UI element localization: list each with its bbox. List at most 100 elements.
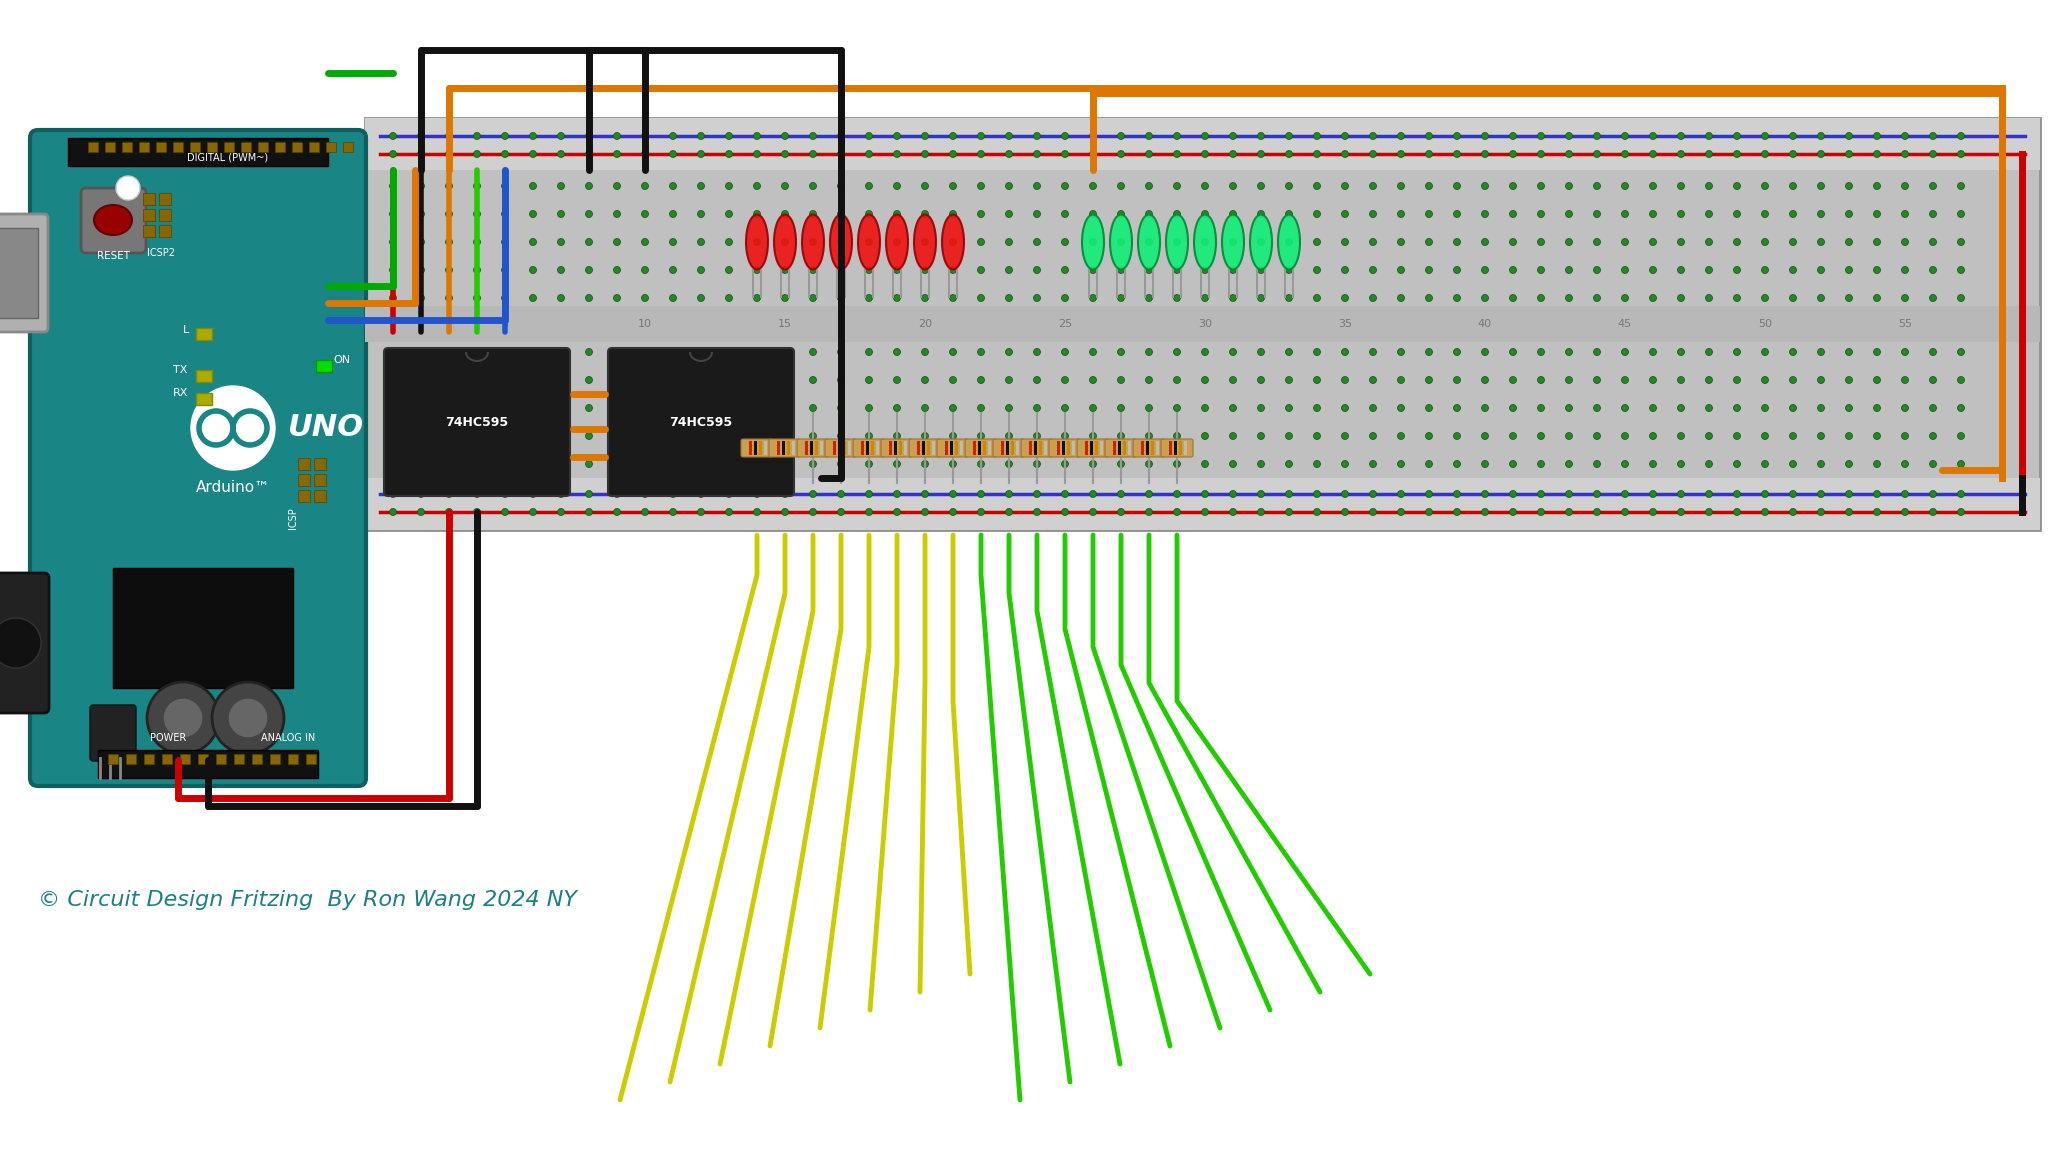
Circle shape <box>950 490 956 497</box>
Circle shape <box>1314 490 1320 497</box>
Circle shape <box>1005 349 1014 356</box>
Circle shape <box>641 509 649 516</box>
Circle shape <box>865 294 873 301</box>
Circle shape <box>1230 509 1236 516</box>
Circle shape <box>1005 490 1014 497</box>
Ellipse shape <box>1222 214 1244 270</box>
FancyBboxPatch shape <box>993 439 1026 457</box>
Circle shape <box>1341 509 1349 516</box>
Circle shape <box>389 490 396 497</box>
Circle shape <box>529 151 536 158</box>
Circle shape <box>1873 432 1881 439</box>
Circle shape <box>1957 239 1965 246</box>
Circle shape <box>670 509 676 516</box>
Circle shape <box>1677 509 1685 516</box>
Circle shape <box>1145 490 1152 497</box>
Circle shape <box>418 460 424 467</box>
Circle shape <box>1761 211 1767 218</box>
Circle shape <box>1117 132 1125 139</box>
Circle shape <box>641 404 649 411</box>
Circle shape <box>1174 182 1180 190</box>
Circle shape <box>445 349 453 356</box>
Circle shape <box>1005 267 1014 274</box>
Circle shape <box>585 151 593 158</box>
Bar <box>1011 442 1014 455</box>
Circle shape <box>1201 211 1209 218</box>
Bar <box>904 442 906 455</box>
Circle shape <box>698 432 705 439</box>
Bar <box>1119 442 1121 455</box>
Circle shape <box>1341 267 1349 274</box>
Text: RX: RX <box>173 388 187 398</box>
Circle shape <box>614 460 620 467</box>
Circle shape <box>865 349 873 356</box>
Circle shape <box>810 182 816 190</box>
Circle shape <box>1594 132 1601 139</box>
Circle shape <box>1957 404 1965 411</box>
Circle shape <box>698 239 705 246</box>
Bar <box>849 442 851 455</box>
Circle shape <box>1594 151 1601 158</box>
Bar <box>1096 442 1098 455</box>
Circle shape <box>1873 490 1881 497</box>
Bar <box>960 442 962 455</box>
Circle shape <box>1034 432 1040 439</box>
Circle shape <box>894 132 900 139</box>
Bar <box>313 458 325 471</box>
Circle shape <box>1537 490 1545 497</box>
Bar <box>1174 442 1176 455</box>
Circle shape <box>418 404 424 411</box>
Circle shape <box>921 490 929 497</box>
Bar <box>764 442 766 455</box>
Circle shape <box>1481 267 1489 274</box>
Circle shape <box>838 509 845 516</box>
Circle shape <box>585 294 593 301</box>
Circle shape <box>1090 132 1096 139</box>
Circle shape <box>1481 404 1489 411</box>
Circle shape <box>894 182 900 190</box>
Circle shape <box>978 239 985 246</box>
Circle shape <box>1201 349 1209 356</box>
Circle shape <box>501 490 509 497</box>
FancyBboxPatch shape <box>80 188 146 253</box>
Circle shape <box>1650 239 1656 246</box>
Circle shape <box>781 432 789 439</box>
Circle shape <box>1594 432 1601 439</box>
Circle shape <box>754 239 760 246</box>
Circle shape <box>1594 460 1601 467</box>
Circle shape <box>474 490 480 497</box>
Circle shape <box>670 132 676 139</box>
Bar <box>1152 442 1154 455</box>
Circle shape <box>389 211 396 218</box>
Bar <box>871 442 873 455</box>
Circle shape <box>1257 404 1265 411</box>
Circle shape <box>1957 211 1965 218</box>
Circle shape <box>529 460 536 467</box>
Circle shape <box>810 132 816 139</box>
Circle shape <box>1061 151 1069 158</box>
Circle shape <box>445 509 453 516</box>
Circle shape <box>1621 267 1629 274</box>
Circle shape <box>1957 294 1965 301</box>
Circle shape <box>950 509 956 516</box>
Text: 45: 45 <box>1617 319 1632 329</box>
Circle shape <box>1481 182 1489 190</box>
Bar <box>978 442 981 455</box>
Circle shape <box>950 267 956 274</box>
Circle shape <box>1761 509 1767 516</box>
Bar <box>898 442 902 455</box>
Circle shape <box>529 432 536 439</box>
Circle shape <box>1901 377 1908 384</box>
Circle shape <box>670 239 676 246</box>
Circle shape <box>585 490 593 497</box>
Circle shape <box>1061 267 1069 274</box>
Bar <box>142 194 154 205</box>
Circle shape <box>838 349 845 356</box>
Bar <box>1112 442 1117 455</box>
Circle shape <box>670 349 676 356</box>
Bar <box>344 143 352 152</box>
Circle shape <box>641 267 649 274</box>
Circle shape <box>1426 377 1432 384</box>
Bar <box>816 442 818 455</box>
Circle shape <box>1117 151 1125 158</box>
